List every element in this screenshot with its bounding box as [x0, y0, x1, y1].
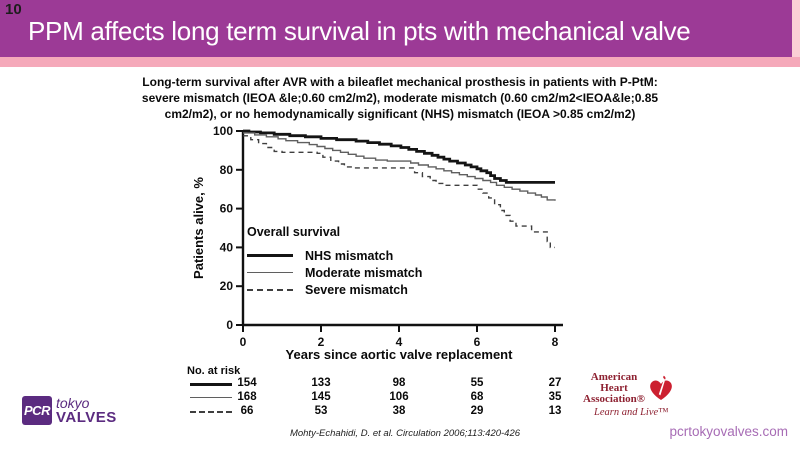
y-tick-label: 100 — [213, 125, 233, 138]
risk-value: 133 — [311, 377, 331, 389]
curve-moderate-mismatch — [243, 132, 556, 201]
slide-title: PPM affects long term survival in pts wi… — [28, 16, 691, 46]
citation: Mohty-Echahidi, D. et al. Circulation 20… — [289, 428, 521, 439]
legend-item-moderate-mismatch: Moderate mismatch — [247, 264, 422, 281]
x-axis-label: Years since aortic valve replacement — [285, 347, 513, 362]
legend-label: Severe mismatch — [305, 282, 408, 297]
caption-line-1: Long-term survival after AVR with a bile… — [142, 75, 658, 89]
curve-severe-mismatch — [243, 135, 555, 249]
risk-value: 29 — [470, 405, 484, 417]
risk-value: 38 — [392, 405, 406, 417]
risk-row-moderate-mismatch: 168 145 106 68 35 — [185, 391, 615, 405]
pcr-logo-mark: PCR — [22, 396, 52, 425]
caption-line-3: cm2/m2), or no hemodynamically significa… — [164, 107, 636, 121]
risk-value: 145 — [311, 391, 331, 403]
legend-label: NHS mismatch — [305, 248, 394, 263]
aha-tagline: Learn and Live™ — [594, 407, 669, 418]
y-tick-label: 40 — [220, 240, 234, 254]
risk-value: 154 — [237, 377, 257, 389]
risk-value: 55 — [470, 377, 484, 389]
heart-torch-icon — [650, 375, 672, 400]
aha-wordmark: American Heart Association® — [580, 372, 690, 405]
aha-logo: American Heart Association® Learn and Li… — [580, 372, 690, 418]
risk-line-sample — [190, 411, 232, 413]
aha-name: American Heart Association® — [580, 372, 648, 405]
risk-value: 168 — [237, 391, 257, 403]
y-tick-label: 60 — [220, 202, 234, 216]
risk-value: 66 — [240, 405, 254, 417]
chart-legend: Overall survival NHS mismatch Moderate mi… — [247, 225, 422, 298]
slide-number: 10 — [5, 1, 22, 18]
risk-value: 35 — [548, 391, 562, 403]
legend-label: Moderate mismatch — [305, 265, 423, 280]
risk-value: 106 — [389, 391, 409, 403]
x-tick-label: 6 — [474, 335, 481, 349]
legend-line-sample — [247, 288, 293, 291]
pink-divider-stripe — [0, 57, 800, 67]
y-tick-label: 80 — [220, 163, 234, 177]
legend-line-sample — [247, 272, 293, 273]
x-tick-label: 8 — [552, 335, 559, 349]
pcr-logo-valves: VALVES — [56, 409, 117, 426]
header-right-edge — [792, 0, 800, 57]
risk-value: 53 — [314, 405, 328, 417]
curve-nhs-mismatch — [243, 129, 555, 184]
legend-title: Overall survival — [247, 225, 341, 239]
figure-caption: Long-term survival after AVR with a bile… — [70, 74, 730, 122]
x-tick-label: 2 — [318, 335, 325, 349]
plot-canvas: 0 20 40 60 80 100 0 2 4 6 8 — [213, 125, 563, 349]
header-bar: 10 PPM affects long term survival in pts… — [0, 0, 792, 57]
risk-value: 68 — [470, 391, 484, 403]
pcr-logo-text: tokyo VALVES — [56, 396, 117, 425]
y-tick-label: 0 — [226, 318, 233, 332]
risk-value: 27 — [548, 377, 562, 389]
risk-table-label: No. at risk — [187, 365, 241, 377]
pcr-logo-tokyo: tokyo — [56, 395, 90, 411]
caption-line-2: severe mismatch (IEOA &le;0.60 cm2/m2), … — [141, 91, 659, 105]
risk-value: 98 — [392, 377, 406, 389]
pcr-tokyo-valves-logo: PCR tokyo VALVES — [22, 396, 117, 425]
y-tick-label: 20 — [220, 279, 234, 293]
risk-row-severe-mismatch: 66 53 38 29 13 — [185, 405, 615, 419]
km-survival-chart: Patients alive, % 0 20 40 60 80 100 0 2 4 6 8 Over… — [185, 125, 615, 425]
risk-line-sample — [190, 397, 232, 398]
aha-name-line1: American Heart — [590, 371, 638, 394]
x-tick-label: 4 — [396, 335, 403, 349]
risk-value: 13 — [548, 405, 562, 417]
legend-items: NHS mismatch Moderate mismatch Severe mism… — [247, 247, 422, 298]
risk-row-nhs-mismatch: 154 133 98 55 27 — [185, 377, 615, 391]
risk-line-sample — [190, 383, 232, 386]
legend-item-severe-mismatch: Severe mismatch — [247, 281, 422, 298]
aha-name-line2: Association® — [583, 393, 645, 405]
x-tick-label: 0 — [240, 335, 247, 349]
legend-line-sample — [247, 254, 293, 257]
website-url: pcrtokyovalves.com — [669, 424, 788, 439]
legend-item-nhs-mismatch: NHS mismatch — [247, 247, 422, 264]
